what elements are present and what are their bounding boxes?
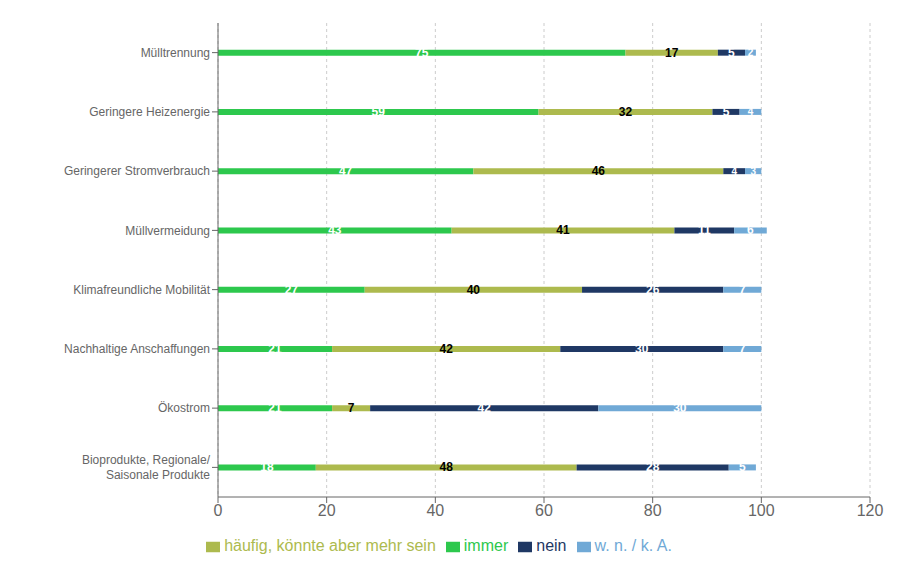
svg-text:32: 32 <box>619 105 633 119</box>
svg-text:20: 20 <box>318 502 336 519</box>
html-text:nein: nein <box>536 537 567 554</box>
svg-text:Klimafreundliche Mobilität: Klimafreundliche Mobilität <box>73 283 210 297</box>
svg-text:Mülltrennung: Mülltrennung <box>141 46 210 60</box>
svg-text:26: 26 <box>646 283 660 297</box>
html-text:immer: immer <box>463 537 509 554</box>
svg-text:7: 7 <box>739 342 746 356</box>
svg-text:60: 60 <box>535 502 553 519</box>
svg-text:4: 4 <box>748 106 754 117</box>
svg-text:28: 28 <box>646 460 660 474</box>
svg-text:46: 46 <box>592 164 606 178</box>
svg-text:75: 75 <box>415 46 429 60</box>
svg-text:42: 42 <box>478 401 492 415</box>
svg-text:7: 7 <box>739 283 746 297</box>
svg-text:Bioprodukte, Regionale/Saisona: Bioprodukte, Regionale/Saisonale Produkt… <box>82 453 211 481</box>
svg-text:17: 17 <box>665 46 679 60</box>
svg-text:4: 4 <box>731 166 737 177</box>
svg-text:80: 80 <box>644 502 662 519</box>
svg-text:5: 5 <box>739 460 746 474</box>
svg-text:5: 5 <box>728 46 735 60</box>
svg-text:27: 27 <box>285 283 299 297</box>
svg-text:2: 2 <box>748 47 754 58</box>
svg-text:Geringerer Stromverbrauch: Geringerer Stromverbrauch <box>64 164 210 178</box>
svg-text:30: 30 <box>673 401 687 415</box>
svg-text:30: 30 <box>635 342 649 356</box>
svg-text:3: 3 <box>750 166 756 177</box>
svg-text:Müllvermeidung: Müllvermeidung <box>125 224 210 238</box>
svg-text:Nachhaltige Anschaffungen: Nachhaltige Anschaffungen <box>64 342 210 356</box>
html-text:häufig, könnte aber mehr sein: häufig, könnte aber mehr sein <box>224 537 436 554</box>
svg-text:43: 43 <box>328 223 342 237</box>
svg-text:0: 0 <box>214 502 223 519</box>
svg-text:41: 41 <box>556 223 570 237</box>
svg-text:21: 21 <box>268 401 282 415</box>
svg-text:11: 11 <box>698 223 711 237</box>
svg-text:48: 48 <box>440 460 454 474</box>
svg-text:42: 42 <box>440 342 454 356</box>
svg-text:40: 40 <box>426 502 444 519</box>
svg-text:18: 18 <box>260 460 274 474</box>
svg-text:21: 21 <box>268 342 282 356</box>
svg-text:6: 6 <box>747 223 754 237</box>
svg-text:47: 47 <box>339 164 353 178</box>
svg-text:7: 7 <box>348 401 355 415</box>
svg-text:Geringere Heizenergie: Geringere Heizenergie <box>89 105 210 119</box>
svg-text:5: 5 <box>723 105 730 119</box>
html-text:w. n. / k. A.: w. n. / k. A. <box>594 537 672 554</box>
svg-text:40: 40 <box>467 283 481 297</box>
svg-text:59: 59 <box>372 105 386 119</box>
svg-text:Ökostrom: Ökostrom <box>158 401 210 415</box>
svg-text:100: 100 <box>748 502 775 519</box>
svg-text:120: 120 <box>857 502 884 519</box>
